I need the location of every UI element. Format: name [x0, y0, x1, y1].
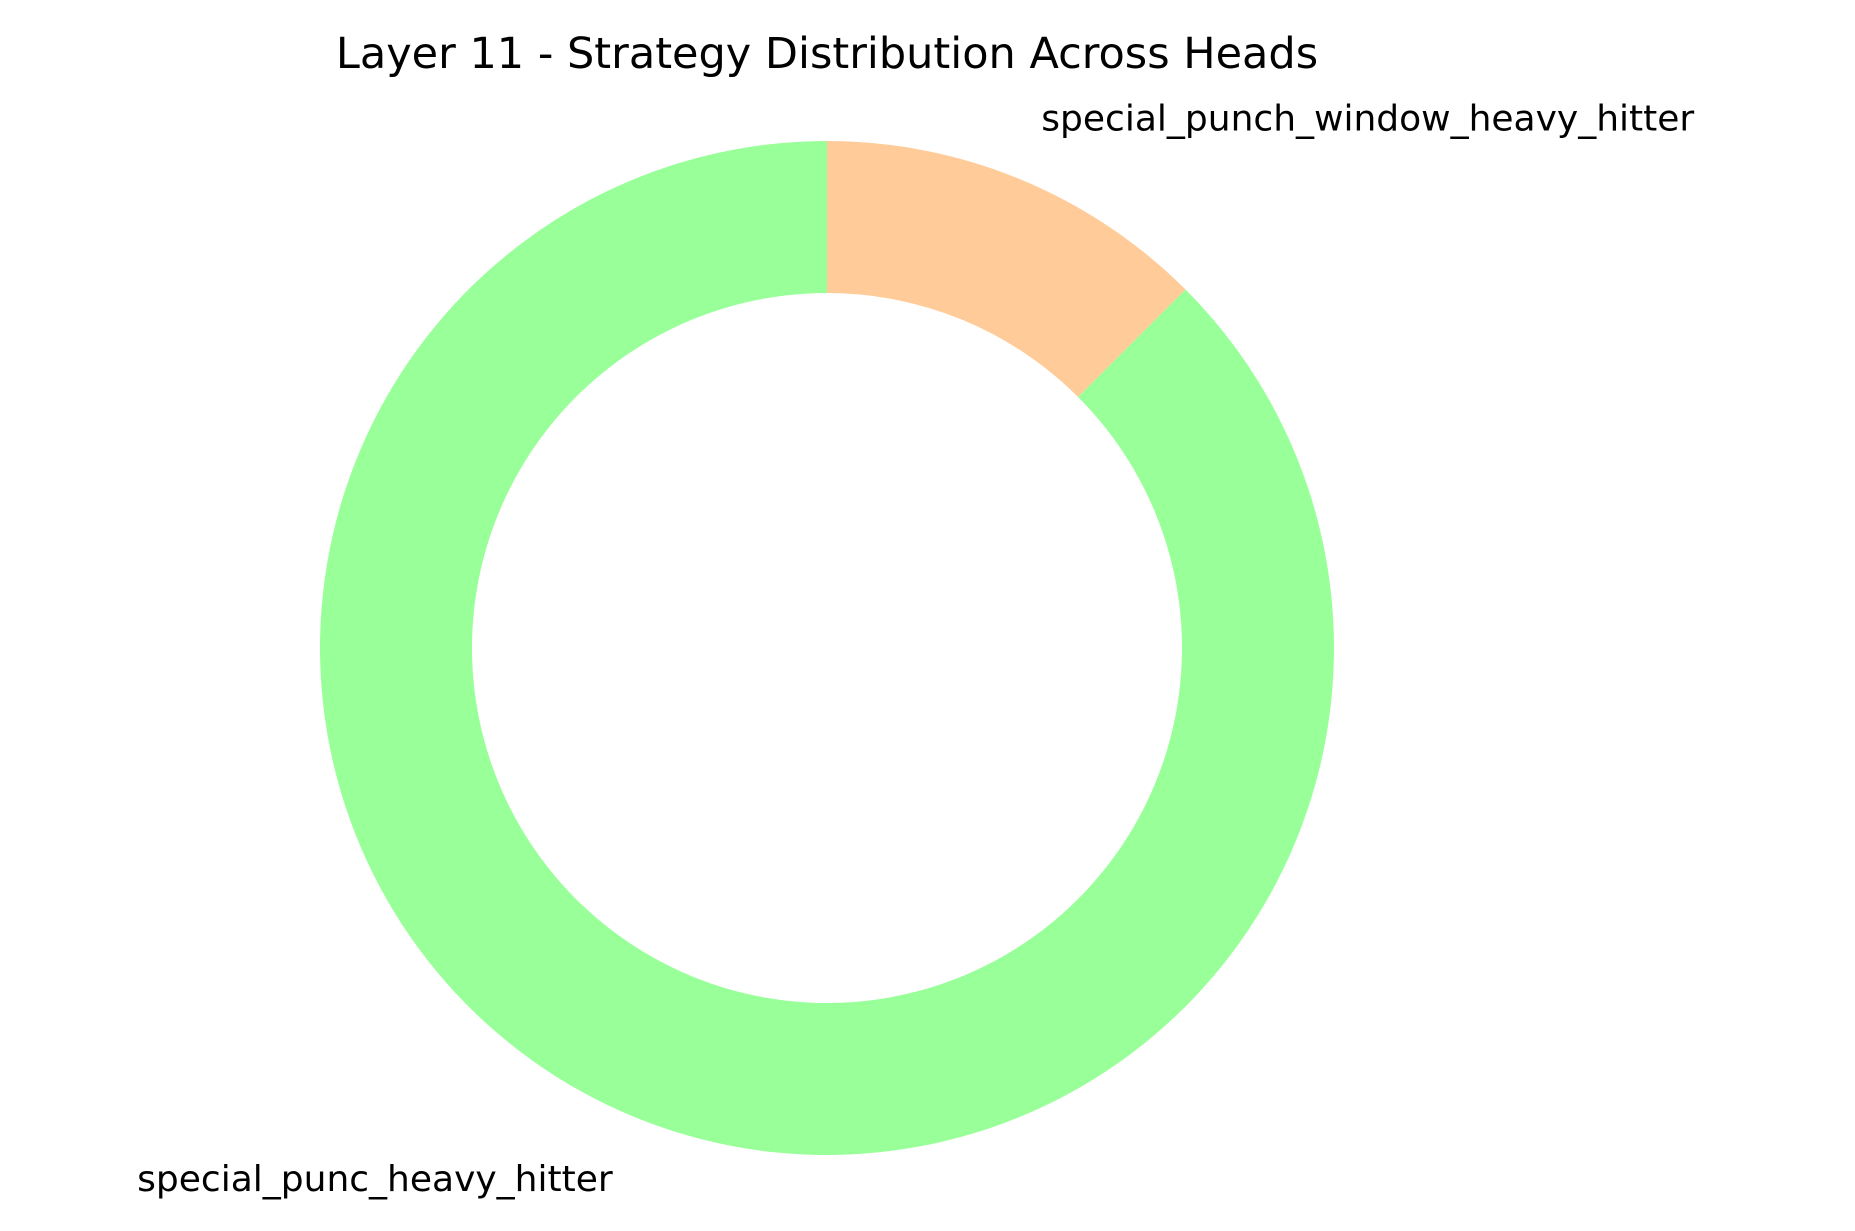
slice-labels: special_punch_window_heavy_hitterspecial…	[137, 99, 1694, 1200]
donut-slices	[320, 140, 1335, 1156]
slice-label-1: special_punc_heavy_hitter	[137, 1159, 613, 1200]
chart-title: Layer 11 - Strategy Distribution Across …	[336, 29, 1318, 79]
slice-label-0: special_punch_window_heavy_hitter	[1041, 99, 1694, 140]
donut-slice-1	[320, 140, 1335, 1156]
donut-slice-0	[827, 141, 1186, 397]
